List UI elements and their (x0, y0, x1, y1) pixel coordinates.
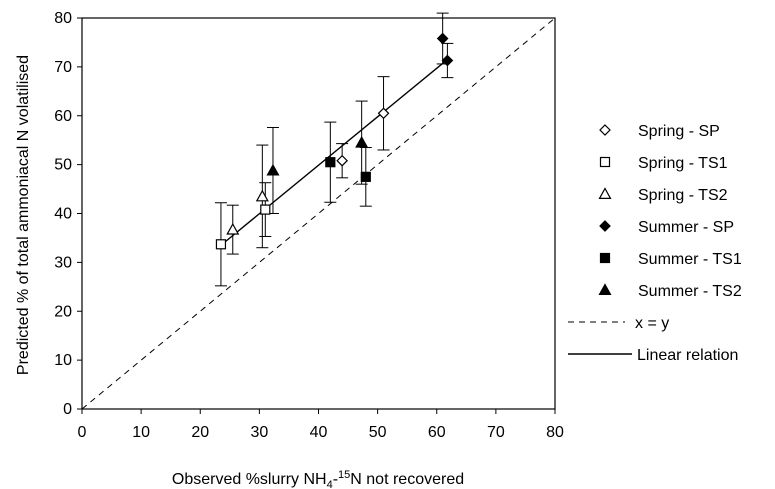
data-point (260, 204, 271, 215)
data-point (266, 163, 280, 176)
y-tick-label: 40 (54, 206, 72, 223)
data-point (360, 171, 371, 182)
data-point (436, 32, 449, 45)
data-point (226, 222, 240, 235)
y-axis: 0 10 20 30 40 50 60 70 80 (54, 10, 82, 418)
y-tick-label: 70 (54, 59, 72, 76)
x-tick-label: 50 (369, 424, 387, 441)
x-tick-label: 40 (310, 424, 328, 441)
reference-line-group (81, 17, 556, 410)
data-point (441, 54, 454, 67)
legend-marker (598, 283, 612, 295)
legend-marker (599, 252, 611, 264)
legend-marker (599, 124, 611, 136)
x-tick-label: 0 (78, 424, 87, 441)
x-tick-label: 60 (428, 424, 446, 441)
x-axis-title: Observed %slurry NH4-15N not recovered (172, 469, 464, 489)
data-point (355, 135, 369, 148)
y-tick-label: 50 (54, 157, 72, 174)
y-tick-label: 80 (54, 10, 72, 27)
data-markers (215, 32, 454, 250)
error-bars (214, 12, 454, 287)
x-tick-label: 20 (191, 424, 209, 441)
data-point (215, 239, 227, 250)
x-tick-label: 30 (250, 424, 268, 441)
data-point (336, 154, 348, 167)
fit-line (220, 58, 450, 246)
legend-label: Spring - SP (638, 123, 720, 140)
x-tick-label: 70 (487, 424, 505, 441)
y-axis-title: Predicted % of total ammoniacal N volati… (15, 55, 32, 375)
reference-line (81, 17, 556, 410)
x-axis: 0 10 20 30 40 50 60 70 80 (78, 409, 564, 441)
legend-marker (599, 156, 611, 168)
y-tick-label: 30 (54, 254, 72, 271)
legend-label: Spring - TS1 (638, 155, 728, 172)
legend: Spring - SP Spring - TS1 Spring - TS2 Summe… (568, 123, 742, 364)
legend-marker (599, 220, 611, 232)
legend-marker (598, 187, 612, 199)
x-tick-label: 80 (546, 424, 564, 441)
legend-label: Summer - SP (638, 219, 734, 236)
legend-label: Linear relation (637, 347, 738, 364)
data-point (377, 107, 390, 120)
legend-label: Summer - TS1 (638, 251, 742, 268)
y-tick-label: 0 (63, 401, 72, 418)
legend-label: Summer - TS2 (638, 283, 742, 300)
data-point (255, 189, 269, 202)
fit-line-group (220, 58, 450, 246)
y-tick-label: 20 (54, 303, 72, 320)
legend-label: x = y (635, 315, 669, 332)
data-point (325, 157, 336, 168)
y-tick-label: 10 (54, 352, 72, 369)
y-tick-label: 60 (54, 108, 72, 125)
x-tick-label: 10 (132, 424, 150, 441)
legend-label: Spring - TS2 (638, 187, 728, 204)
